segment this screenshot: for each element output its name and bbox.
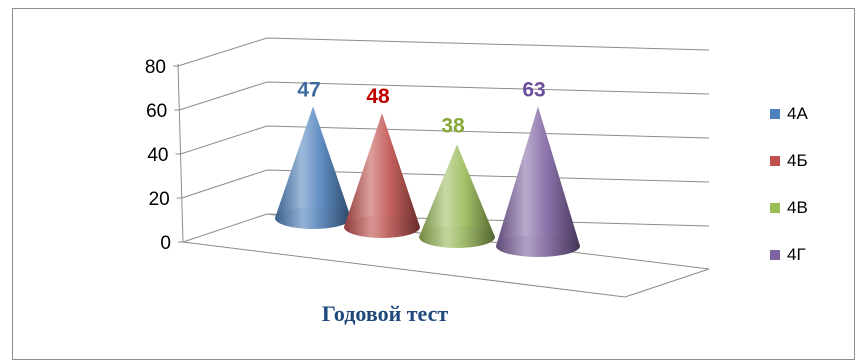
cone-base [419, 226, 495, 248]
data-label: 48 [366, 85, 390, 108]
legend-label: 4Б [787, 151, 808, 170]
cone-4Г [496, 106, 580, 257]
legend-label: 4Г [787, 245, 806, 264]
data-label: 63 [522, 78, 545, 101]
legend-label: 4А [787, 104, 808, 123]
data-label: 38 [441, 114, 465, 137]
gridlines [173, 37, 710, 243]
cone-4А [275, 106, 351, 229]
gridline [180, 125, 710, 155]
cone-base [275, 207, 351, 229]
data-label: 47 [297, 78, 320, 101]
legend-label: 4В [787, 198, 808, 217]
legend-swatch [770, 203, 780, 213]
legend-item: 4Б [770, 151, 808, 170]
cone-4В [419, 144, 495, 248]
cone-4Б [344, 113, 420, 238]
cone-base [344, 216, 420, 238]
gridline [177, 37, 710, 67]
y-tick-label: 80 [145, 57, 166, 78]
legend-swatch [770, 156, 780, 166]
legend-swatch [770, 250, 780, 260]
gridline [179, 81, 710, 111]
gridline [181, 169, 710, 199]
cone-body [419, 144, 495, 248]
legend: 4А 4Б 4В 4Г [770, 104, 808, 264]
y-tick-label: 20 [149, 189, 170, 210]
y-axis-ticks: 0 20 40 60 80 [145, 57, 171, 254]
y-tick-label: 40 [147, 145, 168, 166]
chart-frame [12, 8, 855, 360]
legend-item: 4Г [770, 245, 806, 264]
legend-item: 4А [770, 104, 808, 123]
y-axis-line [177, 63, 184, 243]
data-labels: 47 48 38 63 [297, 78, 545, 137]
cone-body [275, 106, 351, 229]
cone-base [496, 235, 580, 257]
cone-body [496, 106, 580, 257]
legend-swatch [770, 109, 780, 119]
cone-body [344, 113, 420, 238]
x-axis-label: Годовой тест [322, 301, 449, 326]
cones [275, 106, 580, 257]
y-tick-label: 0 [160, 233, 171, 254]
legend-item: 4В [770, 198, 808, 217]
y-tick-label: 60 [146, 101, 167, 122]
